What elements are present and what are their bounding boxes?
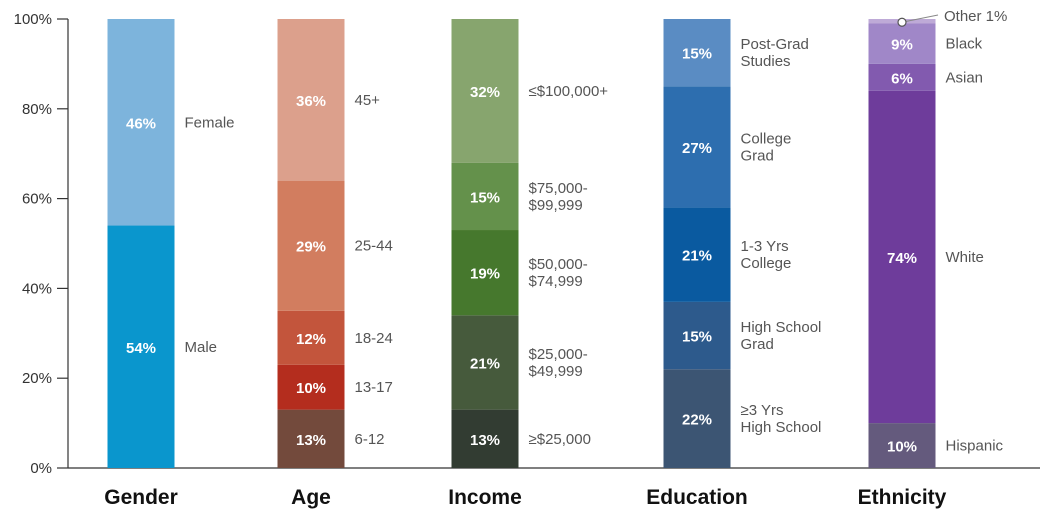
segment-label-age-18-24: 18-24 (355, 330, 393, 347)
segment-label-ethnicity-hispanic: Hispanic (946, 438, 1004, 455)
bar-segment-age-25-44 (277, 180, 345, 311)
segment-label-education-3-yrs-high-school: ≥3 Yrs High School (741, 402, 822, 436)
category-label-gender: Gender (104, 486, 178, 509)
segment-label-income-50-000-74-999: $50,000-$74,999 (529, 256, 588, 290)
segment-label-age-13-17: 13-17 (355, 379, 393, 396)
category-label-income: Income (448, 486, 522, 509)
bar-segment-age-18-24 (277, 310, 345, 365)
bar-segment-income-50-000-74-999 (451, 230, 519, 316)
data-label-income-25-000-49-999: 21% (470, 355, 500, 372)
segment-label-income-100-000: ≤$100,000+ (529, 83, 609, 100)
bar-segment-education-high-school-grad (663, 301, 731, 370)
bar-segment-income-25-000 (451, 409, 519, 468)
category-label-ethnicity: Ethnicity (858, 486, 947, 509)
y-tick-label: 60% (22, 191, 52, 208)
data-label-age-18-24: 12% (296, 331, 326, 348)
data-label-education-post-grad-studies: 15% (682, 46, 712, 63)
bar-segment-income-25-000-49-999 (451, 315, 519, 410)
data-label-education-high-school-grad: 15% (682, 329, 712, 346)
bar-segment-age-6-12 (277, 409, 345, 468)
bar-segment-education-1-3-yrs-college (663, 207, 731, 302)
segment-label-education-1-3-yrs-college: 1-3 Yrs College (741, 238, 792, 272)
segment-label-education-college-grad: College Grad (741, 130, 792, 164)
data-label-age-6-12: 13% (296, 432, 326, 449)
data-label-ethnicity-black: 9% (891, 37, 913, 54)
category-label-age: Age (291, 486, 331, 509)
segment-label-education-high-school-grad: High School Grad (741, 319, 822, 353)
bar-segment-education-3-yrs-high-school (663, 369, 731, 468)
bar-segment-ethnicity-asian (868, 63, 936, 91)
y-tick-label: 40% (22, 280, 52, 297)
segment-label-ethnicity-black: Black (946, 36, 983, 53)
data-label-education-3-yrs-high-school: 22% (682, 412, 712, 429)
callout-marker (897, 17, 907, 27)
segment-label-income-25-000: ≥$25,000 (529, 431, 591, 448)
data-label-income-25-000: 13% (470, 432, 500, 449)
bar-segment-ethnicity-hispanic (868, 423, 936, 468)
data-label-ethnicity-white: 74% (887, 250, 917, 267)
segment-label-gender-female: Female (185, 114, 235, 131)
data-label-gender-male: 54% (126, 340, 156, 357)
bar-segment-gender-female (107, 19, 175, 226)
segment-label-ethnicity-asian: Asian (946, 69, 984, 86)
bar-segment-ethnicity-black (868, 23, 936, 64)
y-tick-label: 0% (30, 460, 52, 477)
segment-label-income-25-000-49-999: $25,000-$49,999 (529, 346, 588, 380)
bar-segment-education-post-grad-studies (663, 19, 731, 87)
segment-label-gender-male: Male (185, 339, 218, 356)
segment-label-age-25-44: 25-44 (355, 238, 393, 255)
bar-segment-age-45 (277, 19, 345, 181)
category-label-education: Education (646, 486, 748, 509)
data-label-ethnicity-hispanic: 10% (887, 439, 917, 456)
bar-segment-education-college-grad (663, 86, 731, 208)
data-label-age-25-44: 29% (296, 239, 326, 256)
bar-segment-income-100-000 (451, 19, 519, 163)
data-label-gender-female: 46% (126, 115, 156, 132)
y-tick-label: 20% (22, 370, 52, 387)
data-label-income-50-000-74-999: 19% (470, 266, 500, 283)
data-label-age-13-17: 10% (296, 380, 326, 397)
segment-label-income-75-000-99-999: $75,000-$99,999 (529, 180, 588, 214)
data-label-age-45: 36% (296, 93, 326, 110)
data-label-income-100-000: 32% (470, 84, 500, 101)
bar-segment-ethnicity-white (868, 90, 936, 424)
bar-segment-age-13-17 (277, 364, 345, 410)
segment-label-age-45: 45+ (355, 92, 381, 109)
data-label-ethnicity-asian: 6% (891, 70, 913, 87)
y-tick-label: 100% (14, 11, 52, 28)
bar-segment-gender-male (107, 225, 175, 468)
y-tick-label: 80% (22, 101, 52, 118)
bar-segment-income-75-000-99-999 (451, 162, 519, 231)
callout-leader-line (901, 14, 939, 23)
data-label-education-college-grad: 27% (682, 140, 712, 157)
data-label-income-75-000-99-999: 15% (470, 189, 500, 206)
segment-label-age-6-12: 6-12 (355, 431, 385, 448)
segment-label-ethnicity-white: White (946, 249, 984, 266)
segment-label-education-post-grad-studies: Post-Grad Studies (741, 36, 809, 70)
segment-label-ethnicity-other-1: Other 1% (944, 8, 1007, 25)
data-label-education-1-3-yrs-college: 21% (682, 248, 712, 265)
